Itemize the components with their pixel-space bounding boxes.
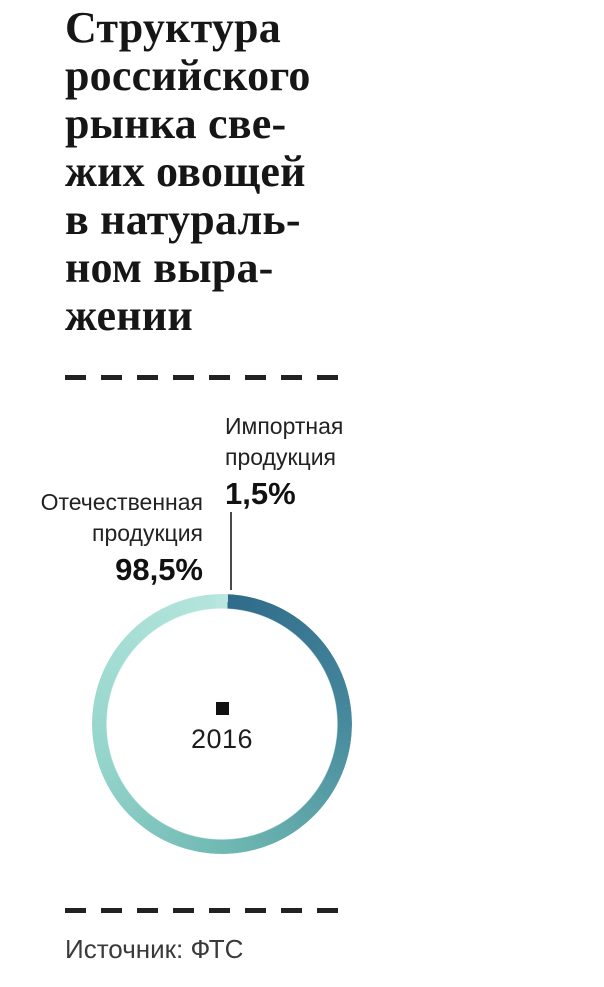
domestic-segment-value: 98,5% [115, 552, 203, 587]
chart-year-label: 2016 [190, 724, 254, 754]
domestic-label-block: Отечественная продукция 98,5% [0, 487, 203, 589]
donut-chart-ring [92, 594, 352, 854]
domestic-segment-label: Отечественная продукция [40, 489, 203, 546]
source-attribution: Источник: ФТС [65, 934, 244, 964]
bottom-divider [65, 908, 341, 913]
square-marker-icon [215, 702, 229, 715]
page-title: Структура российского рынка све- жих ово… [65, 3, 311, 340]
import-label-block: Импортная продукция 1,5% [225, 411, 385, 513]
top-divider [65, 375, 346, 380]
import-callout-line [230, 512, 232, 590]
import-segment-value: 1,5% [225, 476, 296, 511]
import-segment-label: Импортная продукция [225, 413, 344, 470]
donut-center-content: 2016 [92, 702, 352, 755]
